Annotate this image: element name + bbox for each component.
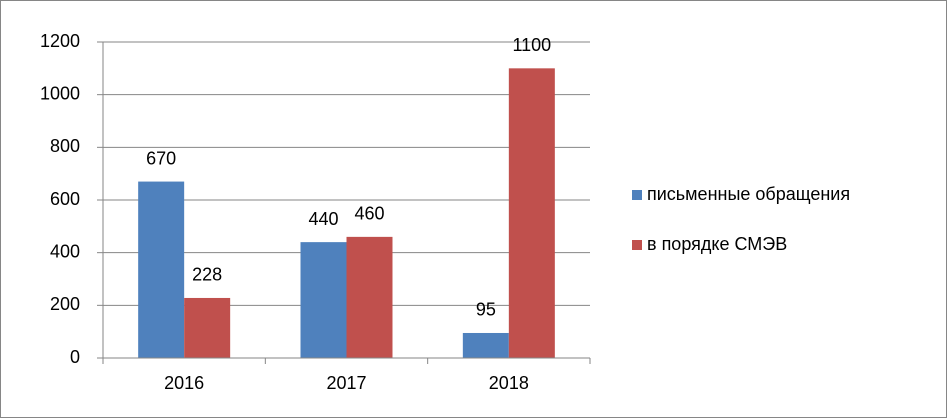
bar <box>462 332 509 358</box>
bar <box>184 297 231 358</box>
data-label: 95 <box>476 300 496 320</box>
y-tick-label: 800 <box>50 136 80 156</box>
data-label: 440 <box>308 209 338 229</box>
y-tick-label: 0 <box>70 347 80 367</box>
y-tick-label: 200 <box>50 294 80 314</box>
legend-label: в порядке СМЭВ <box>647 234 787 254</box>
data-label: 460 <box>354 204 384 224</box>
bar <box>508 68 555 358</box>
y-tick-label: 400 <box>50 241 80 261</box>
bar <box>300 242 347 358</box>
x-tick-label: 2016 <box>164 373 204 393</box>
legend-swatch <box>632 240 642 250</box>
x-tick-label: 2017 <box>326 373 366 393</box>
data-label: 228 <box>192 265 222 285</box>
legend-swatch <box>632 190 642 200</box>
data-label: 670 <box>146 148 176 168</box>
legend-label: письменные обращения <box>647 184 850 204</box>
x-tick-label: 2018 <box>489 373 529 393</box>
y-tick-label: 1000 <box>40 83 80 103</box>
y-tick-label: 600 <box>50 189 80 209</box>
bar <box>138 181 185 358</box>
data-label: 1100 <box>512 35 551 55</box>
y-tick-label: 1200 <box>40 31 80 51</box>
bar <box>346 236 393 358</box>
